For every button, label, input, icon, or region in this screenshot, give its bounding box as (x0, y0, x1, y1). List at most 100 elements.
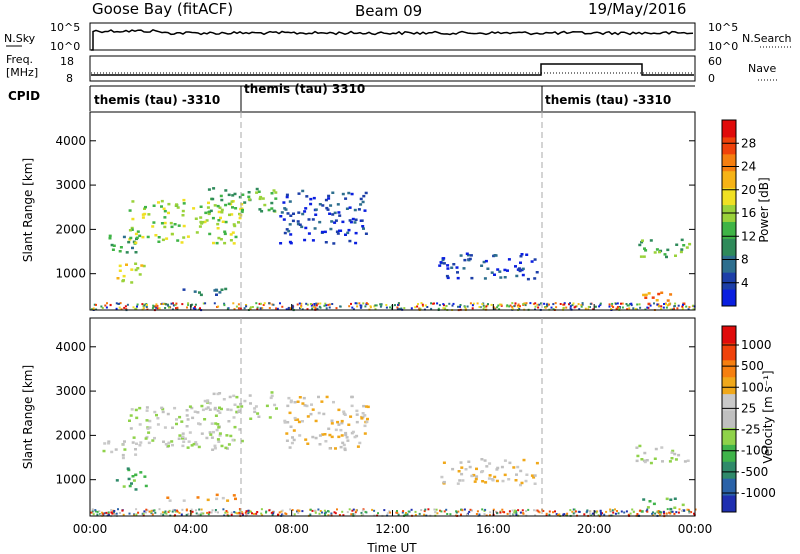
data-cell (107, 511, 110, 514)
data-cell (614, 512, 617, 515)
data-cell (297, 511, 300, 514)
data-cell (350, 302, 352, 305)
data-cell (178, 434, 182, 437)
data-cell (671, 308, 674, 311)
data-cell (648, 500, 652, 503)
data-cell (605, 510, 608, 513)
data-cell (197, 513, 200, 516)
data-cell (129, 427, 133, 430)
data-cell (614, 508, 616, 511)
data-cell (642, 293, 646, 297)
data-cell (224, 446, 228, 450)
data-cell (495, 479, 499, 483)
data-cell (324, 198, 328, 202)
data-cell (550, 306, 553, 309)
data-cell (196, 411, 200, 414)
data-cell (503, 268, 507, 272)
data-cell (682, 244, 686, 247)
data-cell (122, 279, 125, 282)
data-cell (289, 400, 293, 404)
colorbar-swatch (722, 238, 736, 256)
data-cell (285, 193, 289, 197)
data-cell (126, 467, 130, 470)
data-cell (598, 305, 601, 308)
data-cell (283, 421, 287, 424)
data-cell (343, 447, 347, 450)
data-cell (186, 306, 188, 309)
data-cell (674, 302, 677, 305)
data-cell (134, 473, 138, 476)
data-cell (356, 445, 360, 448)
data-cell (442, 257, 446, 260)
velocity-yticks: 1000 2000 3000 4000 (55, 340, 695, 487)
data-cell (195, 509, 197, 512)
data-cell (297, 420, 301, 424)
data-cell (599, 511, 602, 514)
data-cell (518, 269, 522, 273)
data-cell (213, 447, 217, 450)
data-cell (437, 307, 440, 310)
data-cell (649, 304, 652, 307)
data-cell (380, 304, 383, 307)
data-cell (193, 410, 197, 413)
data-cell (198, 508, 201, 511)
data-cell (631, 508, 634, 511)
data-cell (360, 511, 363, 514)
xtick-label: 08:00 (274, 522, 309, 536)
data-cell (322, 412, 326, 416)
data-cell (129, 236, 133, 240)
data-cell (153, 436, 156, 440)
data-cell (224, 203, 228, 207)
data-cell (166, 412, 170, 416)
data-cell (406, 513, 409, 516)
data-cell (362, 227, 365, 230)
data-cell (460, 466, 464, 469)
data-cell (208, 402, 212, 405)
data-cell (238, 216, 242, 220)
data-cell (173, 406, 177, 410)
data-cell (669, 507, 673, 511)
data-cell (353, 208, 357, 212)
data-cell (251, 306, 254, 308)
data-cell (521, 267, 525, 271)
data-cell (502, 510, 505, 513)
data-cell (332, 242, 336, 245)
data-cell (657, 292, 661, 296)
data-cell (182, 288, 186, 291)
power-yticks: 1000 2000 3000 4000 (55, 134, 695, 281)
data-cell (677, 304, 680, 307)
data-cell (237, 409, 241, 412)
data-cell (442, 307, 445, 310)
data-cell (563, 302, 566, 305)
data-cell (388, 510, 391, 513)
colorbar-swatch (722, 376, 736, 395)
data-cell (535, 509, 538, 512)
data-cell (160, 205, 163, 208)
data-cell (493, 308, 496, 311)
data-cell (562, 303, 565, 306)
data-cell (256, 412, 260, 415)
data-cell (174, 510, 177, 513)
data-cell (206, 498, 210, 502)
data-cell (285, 308, 288, 311)
data-cell (218, 392, 222, 395)
data-cell (253, 407, 257, 410)
data-cell (163, 426, 167, 429)
data-cell (293, 401, 297, 404)
data-cell (244, 511, 247, 514)
data-cell (324, 302, 327, 305)
data-cell (525, 510, 528, 513)
data-cell (151, 307, 154, 310)
data-cell (199, 220, 203, 224)
data-cell (108, 234, 112, 238)
data-cell (458, 479, 462, 482)
data-cell (148, 510, 151, 513)
data-cell (379, 305, 382, 308)
data-cell (131, 246, 134, 250)
data-cell (565, 306, 568, 309)
data-cell (289, 214, 293, 217)
data-cell (527, 508, 530, 511)
data-cell (683, 509, 686, 512)
data-cell (445, 305, 448, 308)
data-cell (91, 308, 94, 311)
